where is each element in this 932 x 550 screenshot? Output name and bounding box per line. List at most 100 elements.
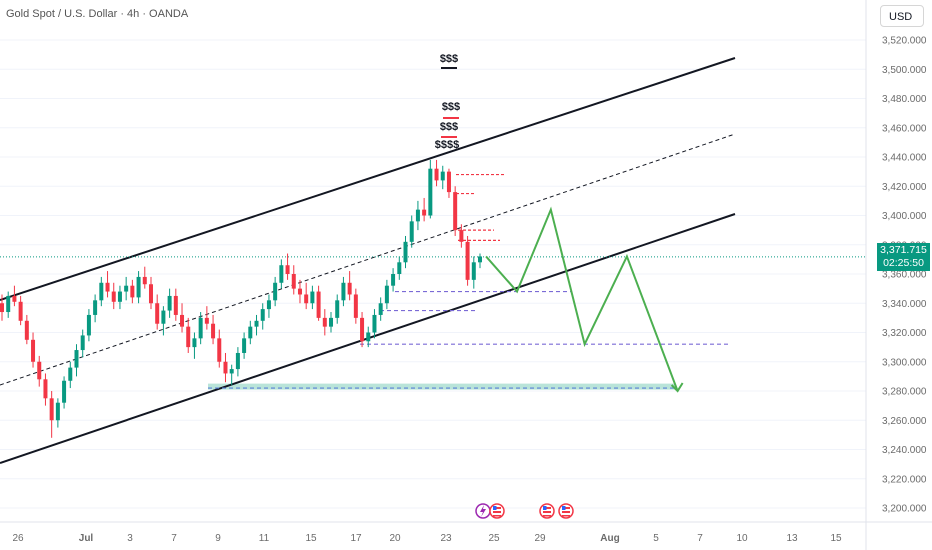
x-tick-label: 23	[440, 533, 452, 544]
candle-body	[99, 282, 104, 301]
candle-body	[167, 295, 172, 311]
x-tick-label: 17	[350, 533, 362, 544]
flag-stripe	[543, 515, 551, 517]
candle-body	[478, 256, 482, 263]
y-tick-label: 3,400.000	[882, 211, 927, 222]
candle-body	[335, 300, 340, 318]
candle-body	[310, 291, 315, 304]
candle-body	[260, 309, 265, 321]
flag-canton	[543, 506, 547, 510]
candle-body	[148, 284, 153, 304]
candle-body	[391, 274, 396, 286]
last-price-tag: 3,371.715 02:25:50	[877, 243, 930, 271]
support-zone-rect	[208, 383, 676, 390]
flag-stripe	[562, 507, 570, 509]
candle-body	[229, 369, 234, 374]
candle-body	[384, 285, 389, 304]
candle-body	[360, 317, 365, 342]
grid-lines	[0, 39, 866, 509]
candle-body	[304, 294, 309, 304]
candle-body	[415, 209, 420, 222]
candle-body	[37, 361, 42, 380]
flag-stripe	[493, 511, 501, 513]
candle-body	[446, 171, 451, 193]
x-tick-label: 11	[259, 533, 270, 544]
candle-body	[397, 262, 402, 274]
x-tick-label: 29	[534, 533, 546, 544]
x-tick-label: 13	[786, 533, 798, 544]
candle-body	[403, 241, 408, 263]
candle-body	[12, 295, 17, 302]
projection-polyline	[485, 206, 679, 392]
candle-body	[366, 332, 371, 342]
channel-upper-line	[0, 57, 736, 301]
candle-body	[254, 320, 259, 327]
candle-body	[322, 317, 327, 327]
candle-body	[273, 282, 278, 301]
y-tick-label: 3,440.000	[882, 153, 927, 164]
candle-body	[453, 192, 458, 231]
x-tick-label: Jul	[79, 533, 94, 544]
candle-body	[434, 168, 439, 181]
candle-body	[297, 288, 302, 295]
candle-body	[459, 230, 464, 242]
candle-body	[186, 326, 191, 348]
candle-body	[62, 380, 67, 403]
candle-body	[111, 291, 116, 302]
candle-body	[279, 265, 284, 283]
candle-body	[130, 285, 135, 298]
x-tick-label: 7	[697, 533, 703, 544]
candle-body	[49, 398, 54, 421]
x-tick-label: 9	[215, 533, 221, 544]
flag-stripe	[543, 507, 551, 509]
y-tick-label: 3,300.000	[882, 357, 927, 368]
x-tick-label: 26	[12, 533, 24, 544]
y-tick-label: 3,320.000	[882, 328, 927, 339]
x-tick-label: 15	[305, 533, 317, 544]
y-tick-label: 3,460.000	[882, 123, 927, 134]
candle-body	[347, 282, 352, 295]
flag-stripe	[562, 515, 570, 517]
event-icons	[475, 503, 574, 519]
y-tick-label: 3,340.000	[882, 299, 927, 310]
liquidity-label: $$$	[440, 53, 458, 65]
candle-body	[198, 317, 203, 339]
candle-body	[173, 295, 178, 315]
flag-stripe	[493, 507, 501, 509]
y-tick-label: 3,260.000	[882, 416, 927, 427]
level-lines	[0, 173, 866, 389]
candle-body	[409, 221, 414, 242]
y-tick-label: 3,200.000	[882, 504, 927, 515]
price-axis[interactable]: 3,200.000 3,220.000 3,240.000 3,260.000 3,28…	[865, 0, 927, 550]
candle-body	[93, 300, 98, 315]
candle-body	[341, 282, 346, 301]
x-tick-label: 3	[127, 533, 133, 544]
candle-body	[440, 171, 445, 181]
projection-arrowhead	[670, 382, 684, 393]
annotations: $$$$$$$$$$$$$	[435, 53, 460, 151]
bar-countdown: 02:25:50	[883, 257, 924, 269]
y-tick-label: 3,220.000	[882, 474, 927, 485]
candle-body	[471, 262, 476, 280]
x-tick-label: 15	[830, 533, 842, 544]
liquidity-label: $$$	[440, 121, 458, 133]
time-axis[interactable]: 26 Jul 3 7 9 11 15 17 20 23 25 29 Aug 5 7 10 13 15	[0, 521, 932, 544]
lightning-icon	[480, 505, 486, 517]
currency-button[interactable]: USD	[880, 5, 924, 27]
candle-body	[242, 338, 247, 353]
y-tick-label: 3,240.000	[882, 445, 927, 456]
symbol-title: Gold Spot / U.S. Dollar · 4h · OANDA	[6, 8, 189, 20]
candle-body	[204, 317, 209, 324]
candle-body	[291, 274, 296, 289]
candle-body	[18, 301, 23, 321]
candle-body	[74, 350, 79, 368]
candle-body	[86, 314, 91, 336]
y-tick-label: 3,360.000	[882, 270, 927, 281]
candle-body	[248, 326, 253, 339]
candle-body	[465, 241, 470, 280]
candle-body	[378, 303, 383, 315]
candle-body	[285, 265, 290, 274]
candle-body	[142, 276, 147, 285]
liquidity-label: $$$$	[435, 139, 459, 151]
